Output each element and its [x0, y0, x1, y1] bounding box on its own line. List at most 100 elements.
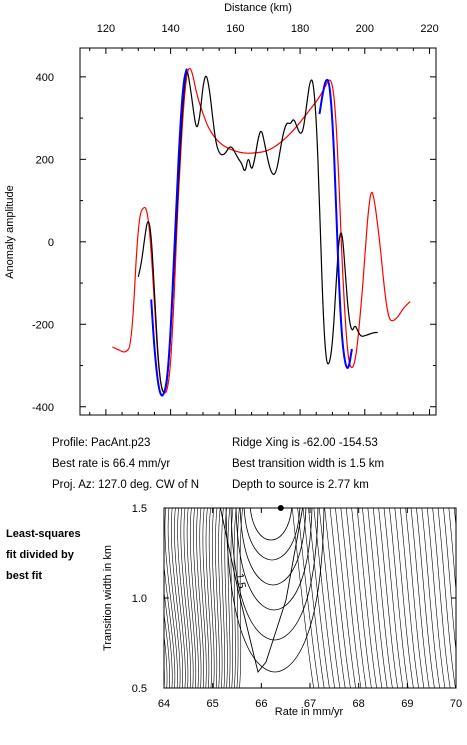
best-rate: Best rate is 66.4 mm/yr: [52, 458, 171, 470]
contour-line: [177, 508, 189, 688]
best-transition-width: Best transition width is 1.5 km: [232, 458, 385, 470]
ridge-crossing: Ridge Xing is -62.00 -154.53: [232, 437, 378, 449]
projection-azimuth: Proj. Az: 127.0 deg. CW of N: [52, 479, 200, 491]
contour-line: [189, 508, 199, 688]
x-tick-label: 69: [401, 698, 413, 710]
contour-line: [174, 508, 186, 688]
contour-description: Least-squares fit divided by best fit: [6, 528, 81, 582]
contour-line: [164, 508, 178, 688]
contour-line: [335, 508, 356, 688]
contour-line: [164, 633, 168, 688]
contour-line: [378, 508, 399, 688]
profile-frame: [79, 47, 437, 416]
y-tick-label: -200: [32, 319, 54, 331]
contour-line: [399, 508, 420, 688]
contour-line: [421, 508, 441, 688]
contour-line: [416, 508, 435, 688]
y-axis-title: Transition width in km: [102, 545, 114, 651]
series-lines: [112, 67, 411, 397]
contour-line: [183, 508, 194, 688]
x-ticks: 120 140 160 180 200 220: [89, 23, 439, 415]
contour-line: [215, 508, 220, 688]
contour-line: [164, 660, 165, 688]
x-tick-label: 200: [356, 23, 374, 35]
y-ticks: 0.5 1.0 1.5: [132, 503, 456, 695]
y-ticks: -400 -200 0 200 400: [32, 72, 436, 414]
fit-series-line: [318, 78, 353, 369]
x-ticks: 64 65 66 67 68 69 70: [158, 508, 462, 710]
contour-line: [313, 508, 335, 688]
contour-line: [202, 508, 210, 688]
contour-line: [362, 508, 383, 688]
contour-line: [351, 508, 372, 688]
x-tick-label: 220: [420, 23, 438, 35]
contour-line: [167, 508, 181, 688]
x-tick-label: 66: [255, 698, 267, 710]
contour-line: [211, 508, 218, 688]
contour-line: [218, 508, 223, 688]
y-tick-label: -400: [32, 402, 54, 414]
profile-chart: Distance (km) Anomaly amplitude 120 140 16…: [4, 2, 439, 416]
y-tick-label: 1.0: [132, 593, 147, 605]
contour-line: [302, 508, 325, 688]
contour-line: [372, 508, 393, 688]
x-tick-label: 70: [450, 698, 462, 710]
x-axis-title: Distance (km): [224, 2, 292, 14]
x-axis-title: Rate in mm/yr: [275, 706, 344, 718]
best-fit-marker: [277, 505, 284, 511]
y-axis-title: Anomaly amplitude: [4, 185, 16, 279]
profile-name: Profile: PacAnt.p23: [52, 437, 151, 449]
depth-to-source: Depth to source is 2.77 km: [232, 479, 369, 491]
contour-line: [199, 508, 207, 688]
contour-line: [193, 508, 202, 688]
contour-line: [356, 508, 377, 688]
contour-line: [164, 611, 170, 688]
contour-line: [383, 508, 404, 688]
contour-line: [164, 562, 176, 688]
x-tick-label: 180: [291, 23, 309, 35]
contour-line: [227, 508, 231, 688]
contour-line: [410, 508, 430, 688]
contour-line: [437, 508, 456, 688]
contour-line: [389, 508, 409, 688]
contour-line: [367, 508, 388, 688]
contour-line: [233, 508, 237, 688]
x-tick-label: 64: [158, 698, 170, 710]
x-tick-label: 68: [353, 698, 365, 710]
contour-line: [239, 508, 307, 586]
contour-line: [230, 508, 319, 641]
contour-line: [297, 508, 320, 688]
contour-line: [180, 508, 191, 688]
contour-line: [308, 508, 330, 688]
contour-line: [224, 508, 228, 688]
contour-line: [186, 508, 197, 688]
y-tick-label: 1.5: [132, 503, 147, 515]
y-tick-label: 400: [36, 72, 54, 84]
contour-line: [448, 508, 456, 595]
contour-label: 1.5: [233, 572, 247, 589]
contour-line: [329, 508, 351, 688]
contour-lines: [164, 508, 456, 688]
fit-series-line: [150, 68, 188, 397]
contour-line: [170, 508, 184, 688]
contour-line: [205, 508, 212, 688]
x-tick-label: 160: [226, 23, 244, 35]
contour-line: [235, 508, 313, 611]
contour-line: [249, 508, 293, 541]
y-tick-label: 0.5: [132, 683, 147, 695]
contour-line: [405, 508, 425, 688]
x-tick-label: 65: [207, 698, 219, 710]
contour-line: [394, 508, 414, 688]
contour-line: [208, 508, 215, 688]
y-tick-label: 200: [36, 154, 54, 166]
contour-chart: 1.5 64 65 66 67 68 69 70 0.5 1.0 1.5 Rate in mm/…: [102, 503, 462, 718]
contour-line: [219, 508, 304, 673]
contour-line: [221, 508, 226, 688]
y-tick-label: 0: [48, 237, 54, 249]
contour-line: [426, 508, 446, 688]
x-tick-label: 67: [304, 698, 316, 710]
x-tick-label: 120: [97, 23, 115, 35]
contour-line: [345, 508, 367, 688]
contour-line: [196, 508, 204, 688]
